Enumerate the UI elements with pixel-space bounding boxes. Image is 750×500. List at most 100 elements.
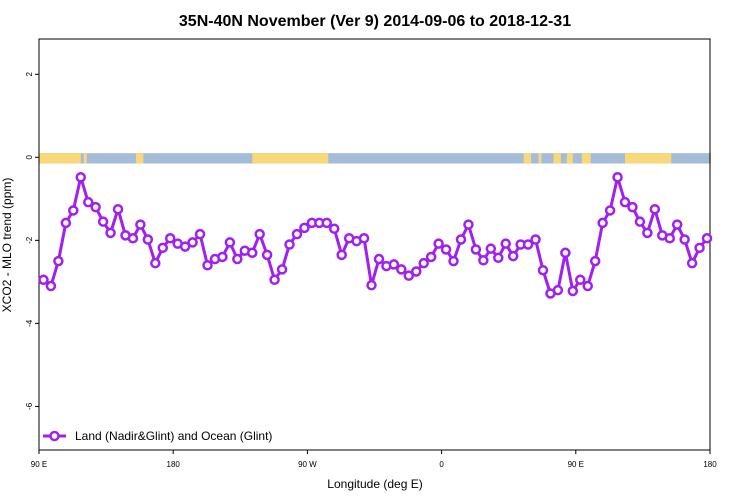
data-point — [187, 237, 198, 248]
data-point — [396, 264, 407, 275]
data-point — [612, 171, 623, 183]
plot-frame — [38, 38, 711, 451]
data-point — [537, 264, 549, 276]
data-point — [679, 234, 690, 245]
data-point — [694, 242, 705, 254]
data-point — [664, 233, 675, 244]
data-point — [560, 247, 571, 259]
data-point — [336, 249, 347, 261]
data-point — [366, 279, 377, 291]
data-point — [261, 249, 273, 261]
data-point — [157, 242, 169, 254]
data-point — [217, 251, 228, 263]
y-tick-label: -2 — [25, 236, 34, 244]
data-point — [649, 203, 661, 215]
data-point — [127, 233, 139, 244]
data-point — [358, 233, 370, 244]
land-segment — [252, 153, 329, 164]
data-point — [411, 266, 422, 277]
data-point — [276, 264, 288, 275]
legend-label: Land (Nadir&Glint) and Ocean (Glint) — [75, 429, 272, 443]
data-point — [493, 252, 504, 264]
data-point — [224, 237, 236, 248]
land-segment — [83, 153, 87, 164]
data-point — [321, 217, 333, 229]
data-point — [97, 216, 109, 227]
data-point — [75, 171, 87, 183]
data-point — [634, 216, 646, 227]
data-point — [142, 234, 154, 245]
data-point — [455, 234, 467, 245]
data-series — [38, 171, 713, 299]
data-point — [463, 219, 474, 230]
y-tick-label: 0 — [25, 155, 34, 160]
data-point — [627, 201, 638, 213]
x-axis-title: Longitude (deg E) — [327, 477, 422, 491]
data-point — [112, 203, 124, 215]
data-point — [328, 223, 340, 234]
y-tick-label: 2 — [25, 72, 34, 77]
data-point — [179, 241, 191, 252]
x-axis: 90 E 180 90 W 0 90 E 180 — [31, 450, 717, 469]
land-segment — [523, 153, 532, 164]
x-tick-label: 180 — [167, 460, 181, 469]
data-point — [45, 280, 57, 292]
data-point — [105, 227, 116, 239]
chart-title: 35N-40N November (Ver 9) 2014-09-06 to 2… — [179, 13, 571, 30]
data-point — [202, 260, 213, 271]
data-point — [403, 270, 415, 281]
data-point — [53, 255, 64, 267]
data-point — [575, 274, 586, 286]
land-segment — [581, 153, 591, 164]
y-axis-title: XCO2 - MLO trend (ppm) — [0, 178, 14, 313]
data-point — [60, 217, 72, 229]
data-point — [254, 228, 265, 240]
land-segment — [625, 153, 672, 164]
data-point — [530, 234, 541, 245]
data-point — [604, 205, 616, 216]
data-point — [671, 219, 683, 230]
data-point — [440, 244, 452, 255]
land-segment — [553, 153, 561, 164]
x-tick-label: 90 E — [31, 460, 47, 469]
data-point — [232, 253, 243, 265]
y-tick-label: -6 — [25, 402, 34, 410]
land-segment — [566, 153, 573, 164]
data-point — [150, 257, 161, 269]
y-tick-label: -4 — [25, 319, 34, 327]
data-point — [582, 280, 593, 292]
data-point — [500, 238, 511, 249]
data-point — [619, 196, 631, 208]
y-axis: 2 0 -2 -4 -6 — [25, 72, 39, 410]
data-point — [299, 222, 310, 234]
data-point — [552, 284, 564, 296]
data-point — [246, 247, 258, 259]
legend-marker — [49, 430, 60, 442]
x-tick-label: 90 E — [568, 460, 584, 469]
data-point — [567, 285, 579, 297]
ocean-band — [39, 153, 710, 164]
data-point — [373, 253, 385, 265]
data-point — [194, 228, 206, 240]
data-point — [68, 205, 79, 216]
data-point — [470, 244, 482, 255]
data-point — [90, 201, 101, 213]
land-segment — [135, 153, 144, 164]
data-point — [164, 233, 176, 244]
data-point — [686, 257, 698, 269]
data-point — [82, 196, 94, 208]
x-tick-label: 0 — [439, 460, 444, 469]
x-tick-label: 90 W — [298, 460, 317, 469]
data-point — [269, 274, 280, 286]
data-point — [38, 274, 49, 286]
data-point — [291, 228, 303, 240]
data-point — [589, 255, 601, 267]
data-point — [478, 255, 489, 266]
data-point — [425, 251, 437, 263]
data-point — [433, 238, 444, 249]
legend: Land (Nadir&Glint) and Ocean (Glint) — [43, 429, 272, 443]
data-point — [701, 233, 713, 244]
data-point — [448, 255, 459, 267]
data-point — [388, 259, 400, 270]
